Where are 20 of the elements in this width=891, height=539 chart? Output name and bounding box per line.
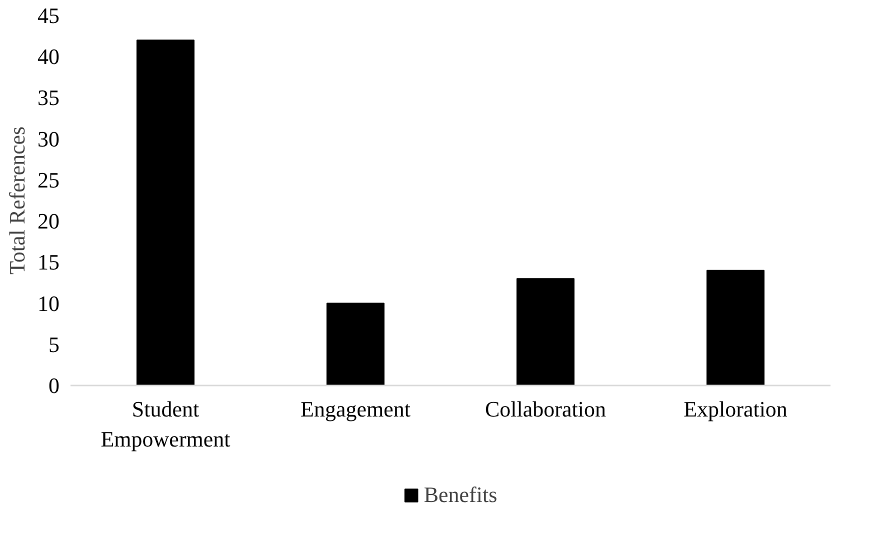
bar bbox=[326, 302, 384, 386]
x-tick-label: Exploration bbox=[684, 396, 788, 422]
x-tick-label: Engagement bbox=[300, 396, 410, 422]
y-tick-label: 10 bbox=[38, 290, 60, 316]
y-tick-label: 35 bbox=[38, 85, 60, 110]
y-axis-title: Total References bbox=[4, 126, 30, 275]
y-tick-label: 15 bbox=[38, 250, 60, 275]
y-tick-label: 40 bbox=[38, 44, 60, 70]
y-tick-label: 5 bbox=[48, 332, 60, 357]
y-tick-label: 20 bbox=[38, 208, 60, 234]
y-tick-label: 25 bbox=[38, 167, 60, 192]
bar bbox=[136, 40, 194, 386]
bar bbox=[516, 278, 574, 386]
y-tick-label: 0 bbox=[48, 373, 60, 398]
y-tick-label: 30 bbox=[38, 126, 60, 152]
legend-label: Benefits bbox=[424, 482, 498, 508]
x-tick-label: Collaboration bbox=[485, 396, 606, 422]
x-tick-label: Student Empowerment bbox=[100, 396, 230, 452]
y-tick-label: 45 bbox=[38, 3, 60, 28]
bar bbox=[706, 270, 764, 386]
